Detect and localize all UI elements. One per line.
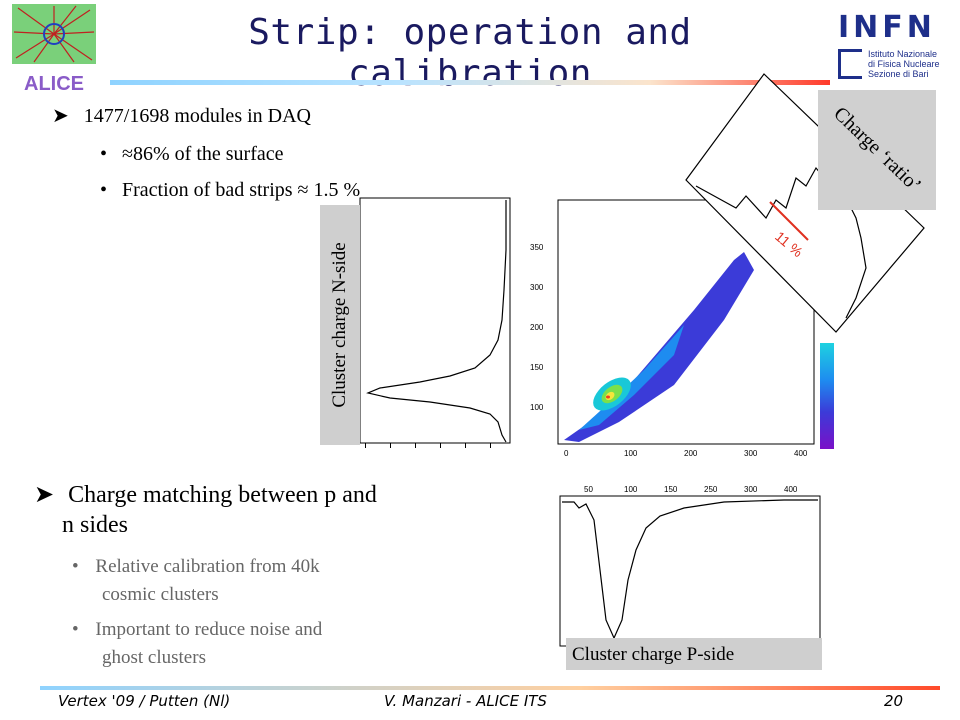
x-tick: 0 (564, 449, 569, 458)
footer-left: Vertex '09 / Putten (Nl) (58, 692, 231, 710)
arrow-bullet-icon: ➤ (52, 105, 69, 127)
top-sub-bullet-2-text: Fraction of bad strips ≈ 1.5 % (122, 179, 361, 201)
n-side-label-text: Cluster charge N-side (329, 242, 350, 408)
x-tick: 100 (624, 485, 638, 494)
page-title: Strip: operation and calibration (248, 12, 692, 94)
y-tick: 300 (530, 283, 544, 292)
title-divider (110, 80, 830, 85)
p-side-histogram: 50 100 150 250 300 400 (524, 480, 824, 652)
p-side-label: Cluster charge P-side (566, 638, 822, 670)
bottom-bullet-main-line1: Charge matching between p and (68, 482, 377, 508)
top-sub-bullet-1-text: ≈86% of the surface (122, 143, 284, 165)
bottom-sub-bullet-2-line1: Important to reduce noise and (95, 619, 323, 640)
infn-mark-icon (838, 49, 862, 79)
x-tick: 400 (794, 449, 808, 458)
top-bullet-main-text: 1477/1698 modules in DAQ (83, 105, 311, 127)
infn-wordmark: INFN (838, 10, 936, 45)
y-tick: 100 (530, 403, 544, 412)
top-sub-bullet-2: • Fraction of bad strips ≈ 1.5 % (100, 179, 360, 202)
x-tick: 50 (584, 485, 593, 494)
charge-correlation-plot: 350 300 200 150 100 0 100 200 300 400 (524, 190, 820, 470)
x-tick: 300 (744, 485, 758, 494)
dot-bullet-icon: • (100, 179, 108, 201)
n-side-histogram (320, 190, 520, 470)
bottom-sub-bullet-2: • Important to reduce noise and ghost cl… (72, 616, 322, 672)
page-number: 20 (884, 692, 904, 710)
infn-subtitle-2: di Fisica Nucleare (868, 59, 940, 69)
ratio-label-text: Charge ‘ratio’ (829, 102, 926, 197)
bottom-sub-bullet-1-line2: cosmic clusters (102, 584, 219, 605)
top-bullet-main: ➤ 1477/1698 modules in DAQ (52, 103, 311, 128)
dot-bullet-icon: • (72, 556, 79, 577)
x-tick: 100 (624, 449, 638, 458)
svg-text:ALICE: ALICE (24, 73, 84, 95)
x-tick: 300 (744, 449, 758, 458)
bottom-sub-bullet-1-line1: Relative calibration from 40k (95, 556, 320, 577)
footer-divider (40, 686, 940, 690)
x-tick: 150 (664, 485, 678, 494)
x-tick: 250 (704, 485, 718, 494)
x-tick: 200 (684, 449, 698, 458)
footer-center: V. Manzari - ALICE ITS (384, 692, 547, 710)
dot-bullet-icon: • (72, 619, 79, 640)
x-tick: 400 (784, 485, 798, 494)
n-side-label: Cluster charge N-side (320, 205, 360, 445)
infn-logo: INFN Istituto Nazionale di Fisica Nuclea… (838, 10, 954, 100)
y-tick: 150 (530, 363, 544, 372)
p-side-label-text: Cluster charge P-side (572, 644, 735, 665)
bottom-bullet-main: ➤ Charge matching between p and n sides (34, 480, 377, 540)
y-tick: 200 (530, 323, 544, 332)
charge-ratio-histogram: 11 % (676, 68, 928, 336)
y-tick: 350 (530, 243, 544, 252)
infn-subtitle-3: Sezione di Bari (868, 69, 929, 79)
top-sub-bullet-1: • ≈86% of the surface (100, 143, 283, 166)
color-scale-bar (820, 343, 834, 449)
arrow-bullet-icon: ➤ (34, 482, 55, 508)
ratio-label: Charge ‘ratio’ (818, 90, 936, 210)
bottom-bullet-main-line2: n sides (62, 512, 128, 538)
bottom-sub-bullet-1: • Relative calibration from 40k cosmic c… (72, 553, 320, 609)
alice-logo: ALICE (4, 2, 104, 96)
bottom-sub-bullet-2-line2: ghost clusters (102, 647, 206, 668)
dot-bullet-icon: • (100, 143, 108, 165)
infn-subtitle-1: Istituto Nazionale (868, 49, 938, 59)
